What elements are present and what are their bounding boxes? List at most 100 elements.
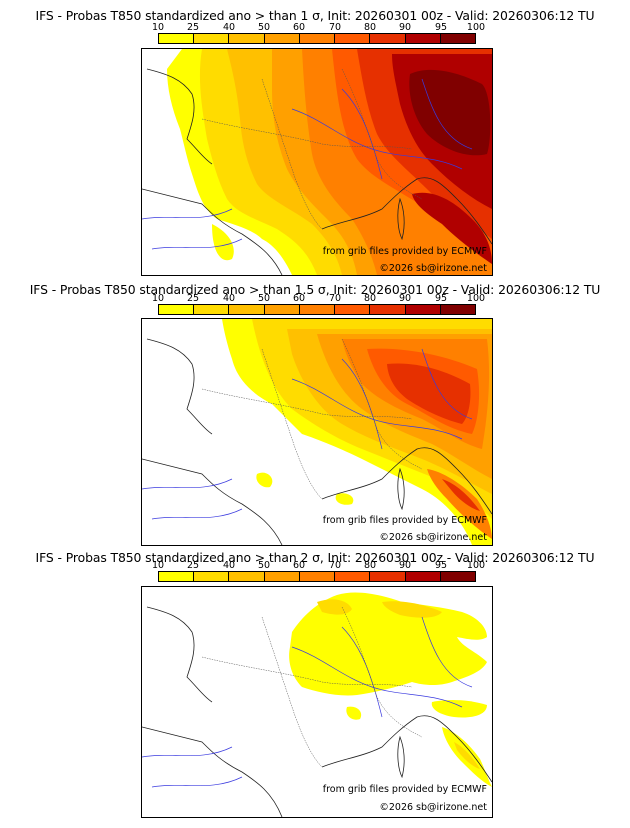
river	[142, 746, 233, 758]
credit-source: from grib files provided by ECMWF	[322, 515, 487, 526]
colorbar-tick: 80	[363, 560, 377, 571]
coastlines	[142, 68, 492, 275]
colorbar-segment	[159, 572, 195, 581]
colorbar-tick: 50	[257, 293, 271, 304]
colorbar-segment	[264, 34, 300, 43]
colorbar-tick: 100	[466, 293, 486, 304]
credit-copyright: ©2026 sb@irizone.net	[379, 263, 487, 274]
river	[341, 88, 383, 180]
prob-25-italy-area	[454, 742, 480, 769]
credit-source: from grib files provided by ECMWF	[322, 246, 487, 257]
map-canvas	[142, 49, 492, 275]
colorbar-tick: 95	[434, 293, 448, 304]
coastline	[146, 338, 213, 435]
coastlines	[142, 606, 492, 817]
prob-10-area	[289, 592, 487, 696]
colorbar-tick: 70	[328, 22, 342, 33]
colorbar-tick: 70	[328, 293, 342, 304]
river	[142, 478, 233, 490]
colorbar-segment	[370, 34, 406, 43]
map-canvas	[142, 319, 492, 545]
coastline	[397, 197, 405, 241]
colorbar-segment	[229, 572, 265, 581]
colorbar-tick: 95	[434, 560, 448, 571]
river	[341, 626, 383, 718]
colorbar-segment	[440, 572, 475, 581]
coastline	[321, 447, 492, 515]
river	[421, 348, 473, 420]
colorbar-tick: 70	[328, 560, 342, 571]
borders	[201, 338, 423, 500]
prob-80-area	[387, 363, 471, 424]
colorbar-segment	[159, 34, 195, 43]
colorbar-tick: 90	[398, 22, 412, 33]
colorbar-segment	[229, 305, 265, 314]
colorbar-segment	[194, 305, 230, 314]
probability-map: from grib files provided by ECMWF ©2026 …	[141, 586, 493, 818]
panel-3: IFS - Probas T850 standardized ano > tha…	[0, 546, 630, 828]
prob-10-corsica-area	[346, 706, 362, 720]
map-canvas	[142, 592, 492, 817]
prob-70-italy-area	[427, 469, 492, 539]
river	[421, 616, 473, 688]
colorbar-segment	[229, 34, 265, 43]
borders	[201, 68, 423, 230]
river	[421, 78, 473, 150]
colorbar-tick: 25	[186, 293, 200, 304]
colorbar-segment	[335, 305, 371, 314]
borders	[201, 606, 423, 768]
probability-shading	[167, 49, 492, 275]
colorbar-segment	[194, 34, 230, 43]
rivers	[142, 78, 473, 250]
coastline	[142, 188, 283, 275]
colorbar-tick: 80	[363, 22, 377, 33]
colorbar-segment	[335, 572, 371, 581]
border	[201, 388, 413, 420]
colorbar-ticks: 10 25 40 50 60 70 80 90 95 100	[152, 293, 485, 304]
river	[291, 646, 463, 708]
panel-title: IFS - Probas T850 standardized ano > tha…	[35, 550, 595, 565]
colorbar-segment	[299, 305, 336, 314]
colorbar-tick: 10	[151, 560, 165, 571]
coastline	[142, 458, 283, 545]
rivers	[142, 348, 473, 520]
credit-copyright: ©2026 sb@irizone.net	[379, 802, 487, 813]
colorbar-tick: 60	[292, 22, 306, 33]
border	[201, 656, 413, 688]
coastline	[321, 715, 492, 783]
river	[341, 358, 383, 450]
border	[341, 606, 423, 738]
colorbar-segment	[370, 305, 406, 314]
colorbar-tick: 100	[466, 560, 486, 571]
river	[291, 378, 463, 440]
colorbar-tick: 60	[292, 293, 306, 304]
prob-10-alps-area	[431, 700, 487, 718]
colorbar-tick: 50	[257, 560, 271, 571]
colorbar-tick: 25	[186, 560, 200, 571]
colorbar-segment	[370, 572, 406, 581]
colorbar-segment	[264, 305, 300, 314]
probability-map: from grib files provided by ECMWF ©2026 …	[141, 318, 493, 546]
panel-title: IFS - Probas T850 standardized ano > tha…	[35, 8, 595, 23]
river	[151, 508, 243, 520]
colorbar-segment	[264, 572, 300, 581]
prob-25-area	[317, 599, 352, 615]
colorbar-tick: 80	[363, 293, 377, 304]
prob-95-area	[409, 69, 491, 156]
river	[142, 208, 233, 220]
coastline	[321, 177, 492, 245]
prob-80-italy-area	[442, 479, 480, 511]
panel-title: IFS - Probas T850 standardized ano > tha…	[29, 282, 601, 297]
border	[341, 68, 423, 200]
colorbar-tick: 10	[151, 22, 165, 33]
credit-source: from grib files provided by ECMWF	[322, 784, 487, 795]
river	[151, 776, 243, 788]
colorbar-tick: 40	[222, 560, 236, 571]
colorbar-tick: 40	[222, 22, 236, 33]
river	[151, 238, 243, 250]
colorbar	[158, 571, 476, 582]
colorbar-segment	[299, 572, 336, 581]
border	[341, 338, 423, 470]
colorbar-segment	[335, 34, 371, 43]
prob-80-alps-area	[412, 192, 492, 264]
